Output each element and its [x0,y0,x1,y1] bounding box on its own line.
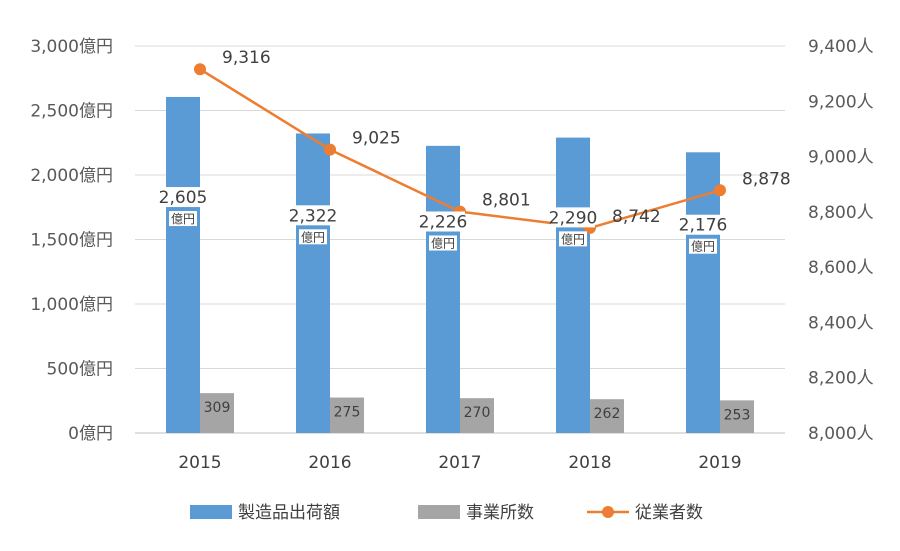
right-tick-label: 9,000人 [808,148,874,168]
bar-establishment-value-label: 262 [594,406,621,422]
legend-label: 従業者数 [635,503,703,523]
x-tick-label: 2018 [568,453,611,473]
bar-establishment-count [330,397,364,433]
bar-establishment-count [720,400,754,433]
bar-shipment-value-label: 2,226 [419,213,468,233]
right-tick-label: 8,600人 [808,258,874,278]
data-labels: 2,605 億円 309 2,322 億円 275 2,226 億円 270 2,290 億円 262… [159,48,791,423]
x-tick-label: 2017 [438,453,481,473]
label-background [299,229,327,245]
left-tick-label: 0億円 [68,424,113,444]
bar-shipment-unit-label: 億円 [171,212,195,226]
left-tick-label: 500億円 [47,360,113,380]
bar-shipment-value [166,96,200,433]
bar-shipment-value-label: 2,290 [549,208,598,228]
bar-shipment-unit-label: 億円 [301,230,325,244]
line-employees-point [714,184,726,197]
right-tick-label: 8,000人 [808,424,874,444]
left-axis: 0億円 500億円 1,000億円 1,500億円 2,000億円 2,500億円 3,00… [30,37,113,444]
bar-shipment-unit-label: 億円 [561,232,585,246]
legend: 製造品出荷額 事業所数 従業者数 [190,503,703,523]
left-tick-label: 1,500億円 [30,231,113,251]
right-axis: 8,000人 8,200人 8,400人 8,600人 8,800人 9,000人 9,20… [808,37,874,444]
line-employees-point [324,143,336,156]
bar-establishment-value-label: 309 [204,400,231,416]
bar-shipment-unit-label: 億円 [691,240,715,254]
line-employees-value-label: 9,316 [222,48,271,68]
label-background [559,231,587,247]
bar-shipment-value [296,133,330,433]
right-tick-label: 8,800人 [808,203,874,223]
label-background [421,211,465,232]
bar-establishment-value-label: 270 [464,405,491,421]
left-tick-label: 3,000億円 [30,37,113,57]
bar-establishment-value-label: 253 [724,407,751,423]
bar-establishment-count [460,398,494,433]
left-tick-label: 2,000億円 [30,166,113,186]
bar-shipment-value [556,137,590,433]
legend-label: 製造品出荷額 [238,503,340,523]
line-employees-value-label: 8,801 [482,191,531,211]
right-tick-label: 8,400人 [808,313,874,333]
bar-shipment-value [426,145,460,433]
legend-swatch [190,505,232,519]
legend-swatch-marker [602,506,614,518]
line-employees-value-label: 8,878 [742,169,791,189]
legend-swatch [418,505,460,519]
label-background [291,205,335,226]
bar-establishment-count [590,399,624,433]
x-tick-label: 2015 [178,453,221,473]
label-background [551,207,595,228]
line-employees-value-label: 9,025 [352,129,401,149]
left-tick-label: 1,000億円 [30,295,113,315]
right-tick-label: 9,200人 [808,92,874,112]
label-background [429,235,457,251]
label-background [161,187,205,208]
x-tick-label: 2016 [308,453,351,473]
x-tick-label: 2019 [698,453,741,473]
x-axis: 2015 2016 2017 2018 2019 [178,453,741,473]
bar-establishment-value-label: 275 [334,405,361,421]
label-background [689,238,717,254]
bar-shipment-value-label: 2,605 [159,188,208,208]
bar-shipment-value-label: 2,322 [289,206,338,226]
bar-shipment-unit-label: 億円 [431,237,455,251]
legend-label: 事業所数 [466,503,534,523]
line-employees-value-label: 8,742 [612,207,661,227]
line-employees-point [194,63,206,76]
right-tick-label: 9,400人 [808,37,874,57]
bar-series [166,96,754,433]
bar-establishment-count [200,393,234,433]
label-background [169,211,197,227]
label-background [681,214,725,235]
right-tick-label: 8,200人 [808,369,874,389]
left-tick-label: 2,500億円 [30,102,113,122]
bar-shipment-value-label: 2,176 [679,216,728,236]
